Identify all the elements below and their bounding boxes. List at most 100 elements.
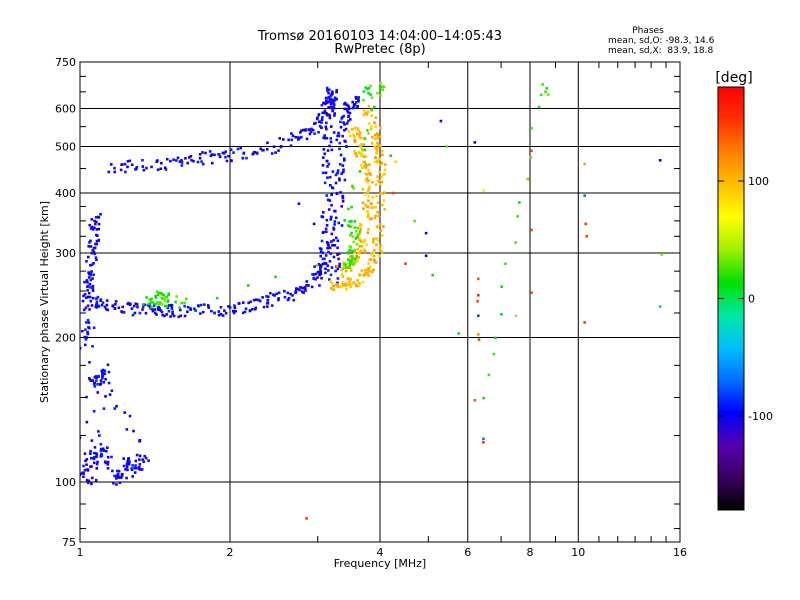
trace-point (126, 165, 129, 169)
trace-point (86, 285, 89, 289)
trace-point (257, 298, 260, 302)
trace-point (154, 294, 157, 298)
trace-point (104, 449, 108, 453)
trace-point (199, 312, 202, 315)
trace-point (526, 177, 530, 181)
trace-point (210, 161, 214, 165)
trace-point (367, 228, 370, 231)
trace-point (221, 151, 225, 155)
trace-point (158, 301, 162, 304)
trace-point (324, 96, 328, 100)
trace-point (319, 269, 322, 273)
trace-point (299, 131, 302, 134)
scatter-point (482, 437, 485, 441)
trace-point (91, 228, 95, 231)
trace-point (378, 135, 382, 138)
trace-point (360, 143, 363, 146)
trace-point (381, 85, 385, 88)
trace-point (324, 171, 328, 175)
trace-point (363, 239, 367, 243)
trace-point (320, 121, 323, 124)
trace-point (198, 152, 202, 156)
trace-point (353, 257, 357, 261)
trace-point (364, 172, 367, 176)
trace-point (241, 301, 245, 304)
trace-point (186, 305, 190, 309)
colorbar: [deg] 100 0 -100 (715, 70, 773, 511)
trace-point (352, 103, 356, 106)
trace-point (349, 118, 352, 121)
trace-point (326, 96, 330, 100)
trace-point (95, 297, 98, 300)
trace-point (131, 313, 135, 317)
trace-point (82, 464, 85, 468)
colorbar-ticks: 100 0 -100 (718, 175, 773, 423)
trace-point (378, 223, 382, 226)
trace-point (215, 296, 219, 300)
scatter-point (482, 189, 485, 192)
trace-point (152, 304, 156, 307)
trace-point (329, 279, 332, 283)
trace-point (126, 460, 129, 463)
trace-point (91, 248, 95, 252)
trace-point (169, 159, 172, 163)
trace-point (94, 256, 98, 259)
trace-point (324, 136, 327, 140)
trace-point (362, 90, 366, 93)
trace-point (88, 223, 92, 227)
trace-point (83, 343, 87, 347)
trace-point (320, 276, 323, 280)
trace-point (379, 144, 382, 147)
trace-point (377, 214, 381, 218)
trace-point (140, 468, 144, 471)
trace-point (238, 302, 241, 305)
trace-point (300, 129, 303, 132)
trace-point (354, 229, 358, 233)
trace-point (341, 281, 344, 284)
trace-point (317, 262, 321, 266)
trace-point (330, 106, 334, 110)
scatter-point (530, 149, 533, 153)
trace-point (151, 307, 154, 311)
trace-point (91, 287, 95, 291)
trace-point (369, 93, 372, 96)
trace-point (213, 311, 216, 315)
trace-point (179, 314, 183, 318)
trace-point (249, 300, 252, 304)
trace-point (500, 312, 503, 316)
trace-point (363, 148, 367, 152)
trace-point (336, 277, 340, 280)
trace-point (178, 306, 181, 310)
trace-point (326, 89, 329, 92)
trace-point (146, 303, 150, 307)
trace-point (90, 476, 94, 480)
trace-point (103, 369, 107, 373)
trace-point (358, 135, 362, 139)
trace-point (106, 308, 110, 312)
trace-point (97, 222, 101, 226)
trace-point (100, 303, 104, 307)
trace-point (340, 117, 343, 120)
trace-point (348, 249, 352, 252)
trace-point (328, 116, 332, 120)
trace-point (95, 467, 99, 470)
trace-point (314, 121, 317, 125)
trace-point (322, 230, 325, 234)
trace-point (360, 269, 363, 272)
trace-point (156, 290, 159, 294)
trace-point (349, 225, 353, 228)
trace-point (321, 111, 324, 115)
trace-point (380, 234, 384, 237)
trace-point (300, 135, 303, 139)
trace-point (325, 112, 329, 115)
trace-point (373, 121, 376, 124)
trace-point (328, 259, 332, 263)
trace-point (108, 393, 112, 396)
trace-point (345, 266, 348, 269)
trace-point (336, 171, 339, 175)
trace-point (331, 107, 335, 110)
trace-point (116, 474, 119, 477)
trace-point (482, 396, 486, 400)
trace-point (338, 147, 341, 151)
trace-point (367, 199, 370, 203)
